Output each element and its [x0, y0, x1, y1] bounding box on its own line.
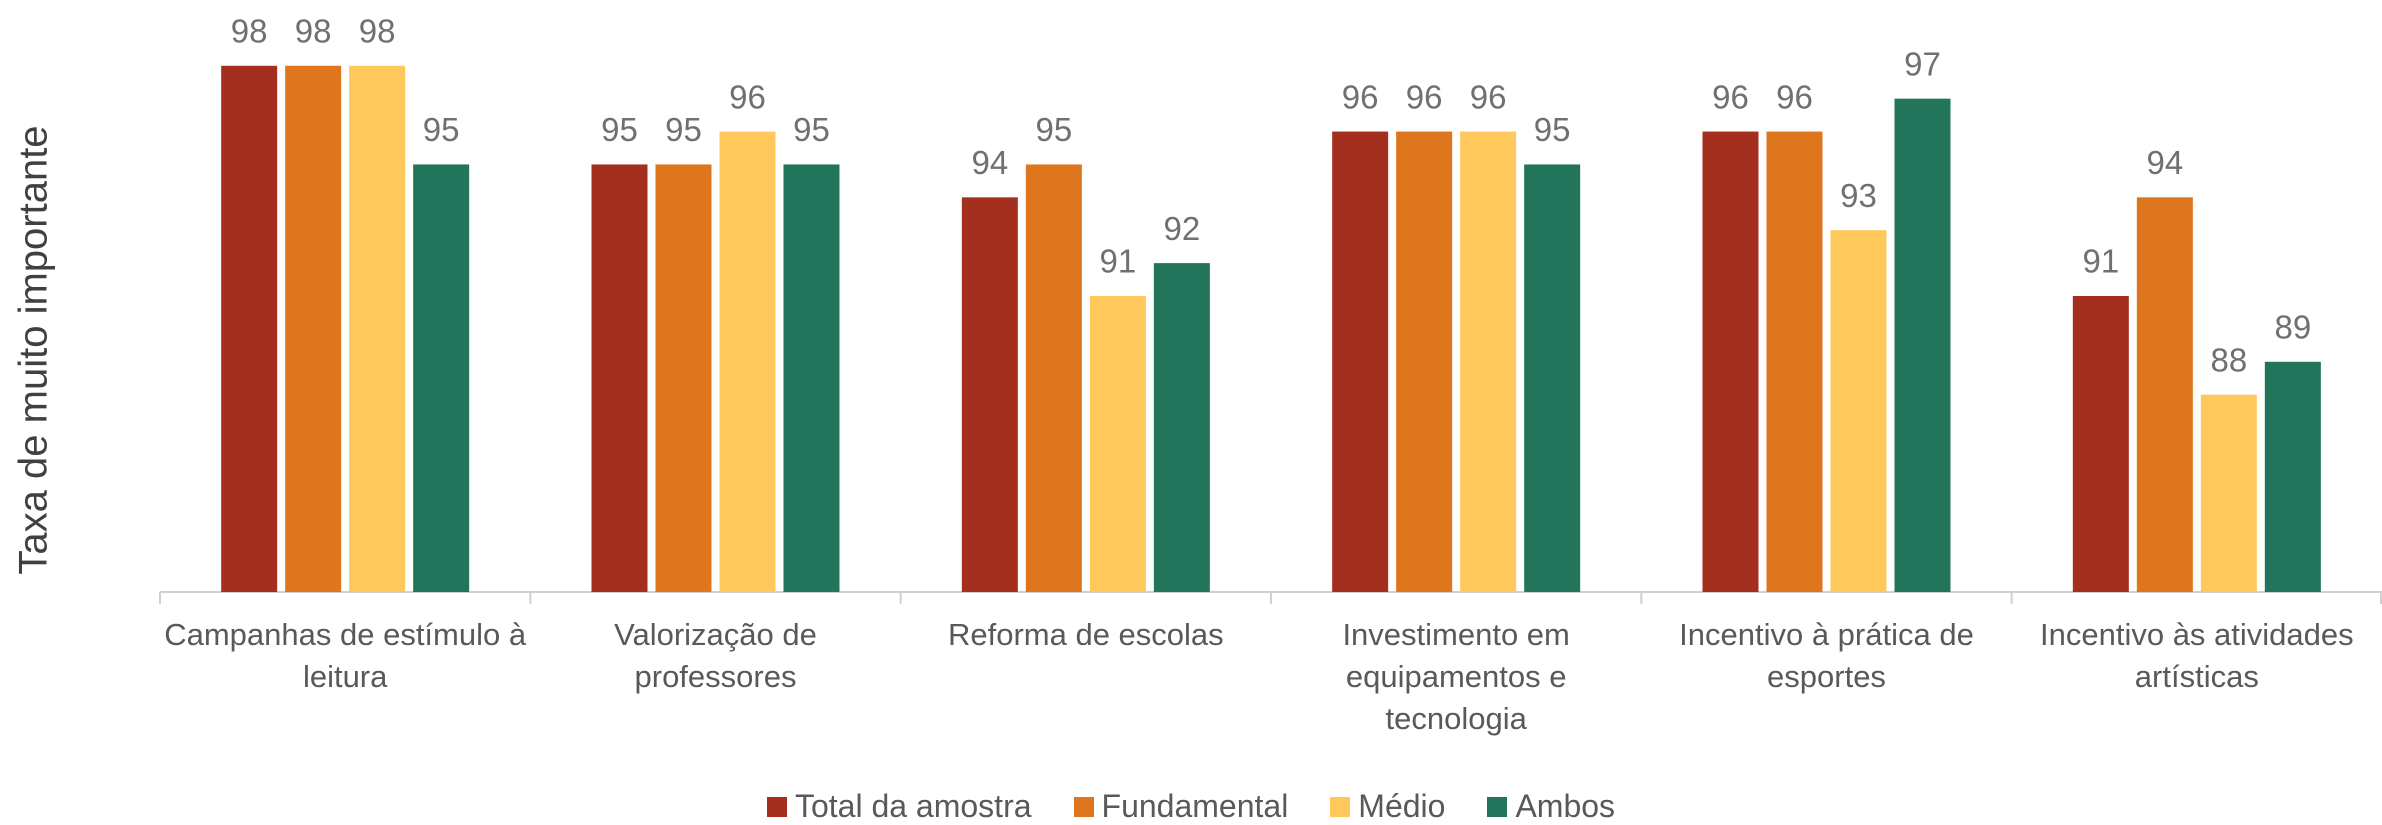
bar	[413, 164, 470, 592]
data-label: 98	[295, 12, 332, 49]
bar	[1830, 230, 1887, 592]
legend-label: Fundamental	[1101, 788, 1289, 824]
legend-label: Total da amostra	[794, 788, 1032, 824]
data-label: 98	[359, 12, 396, 49]
data-label: 91	[1099, 243, 1136, 280]
bar	[1894, 98, 1951, 593]
bar	[2264, 361, 2321, 592]
data-label: 97	[1904, 45, 1941, 82]
bar	[1396, 131, 1453, 593]
data-label: 98	[231, 12, 268, 49]
legend-label: Médio	[1358, 788, 1446, 824]
bar	[1524, 164, 1581, 592]
data-label: 89	[2274, 308, 2311, 345]
bar	[655, 164, 712, 592]
data-label: 94	[2146, 144, 2183, 181]
bar	[1025, 164, 1082, 592]
bar	[1153, 263, 1210, 592]
legend-item: Médio	[1330, 788, 1445, 825]
data-label: 94	[971, 144, 1008, 181]
bar	[719, 131, 776, 593]
x-tick-label: Incentivo às atividades artísticas	[2040, 617, 2354, 694]
data-label: 96	[1470, 78, 1507, 115]
data-label: 95	[1035, 111, 1072, 148]
data-label: 88	[2210, 341, 2247, 378]
x-tick-label: Valorização de professores	[614, 617, 817, 694]
data-label: 96	[1406, 78, 1443, 115]
bar	[1766, 131, 1823, 593]
data-label: 96	[1776, 78, 1813, 115]
legend: Total da amostra Fundamental Médio Ambos	[0, 788, 2382, 825]
bar	[285, 65, 342, 593]
data-label: 95	[793, 111, 830, 148]
data-label: 95	[1534, 111, 1571, 148]
bar	[2136, 197, 2193, 593]
data-label: 95	[423, 111, 460, 148]
legend-item: Total da amostra	[766, 788, 1032, 825]
legend-swatch	[1487, 796, 1508, 817]
bar	[349, 65, 406, 593]
bar	[1460, 131, 1517, 593]
bar	[1089, 296, 1146, 592]
bar	[1332, 131, 1389, 593]
bar	[1702, 131, 1759, 593]
data-label: 95	[601, 111, 638, 148]
data-label: 95	[665, 111, 702, 148]
x-tick-label: Investimento em equipamentos e tecnologi…	[1342, 617, 1570, 736]
legend-item: Fundamental	[1073, 788, 1289, 825]
data-label: 96	[729, 78, 766, 115]
bar	[961, 197, 1018, 593]
legend-label: Ambos	[1515, 788, 1616, 824]
data-label: 96	[1712, 78, 1749, 115]
data-label: 92	[1163, 210, 1200, 247]
bar	[2200, 394, 2257, 592]
legend-swatch	[1330, 796, 1351, 817]
x-tick-label: Incentivo à prática de esportes	[1679, 617, 1974, 694]
data-label: 91	[2082, 243, 2119, 280]
bar	[591, 164, 648, 592]
legend-swatch	[1073, 796, 1094, 817]
data-label: 96	[1342, 78, 1379, 115]
bar	[221, 65, 278, 593]
bar	[2072, 296, 2129, 592]
data-label: 93	[1840, 177, 1877, 214]
legend-item: Ambos	[1487, 788, 1615, 825]
y-axis-label: Taxa de muito importante	[12, 125, 56, 574]
legend-swatch	[766, 796, 787, 817]
x-tick-label: Reforma de escolas	[947, 617, 1224, 652]
x-tick-label: Campanhas de estímulo à leitura	[164, 617, 527, 694]
chart: Taxa de muito importante 98 98 98 95 95 95 96 9…	[12, 12, 2382, 604]
bar	[783, 164, 840, 592]
